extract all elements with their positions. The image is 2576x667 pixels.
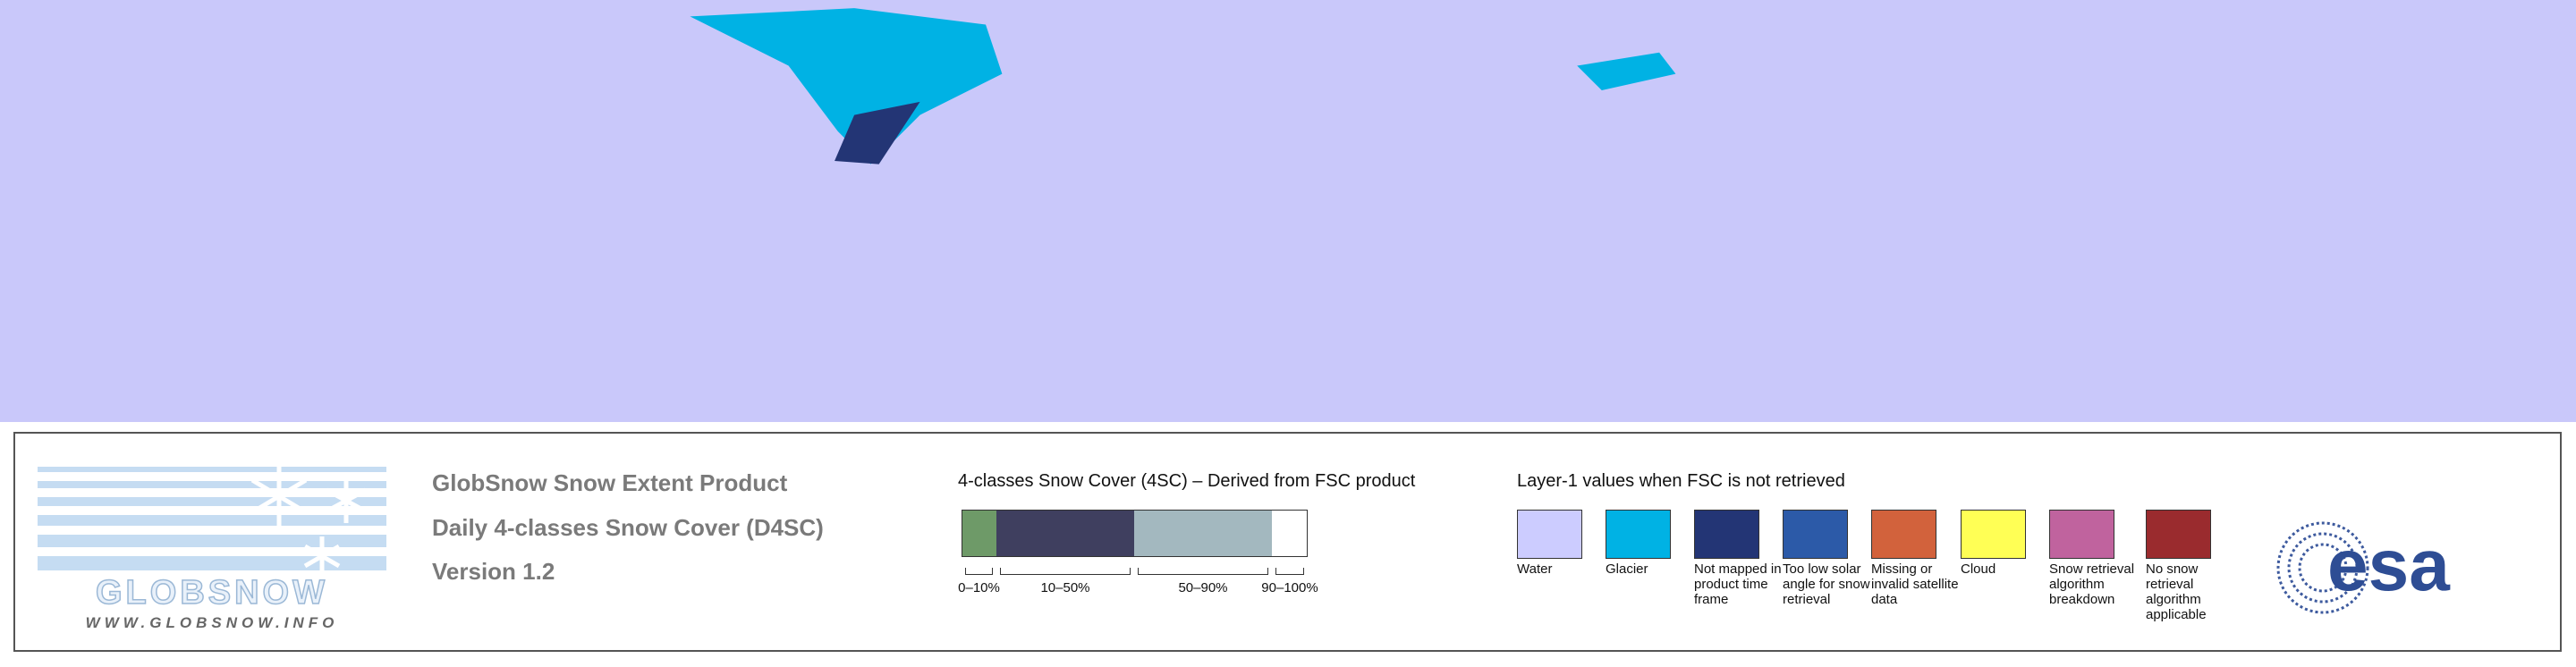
value-label: Missing or invalid satellite data — [1871, 561, 1959, 607]
class-label: 0–10% — [958, 580, 1000, 595]
legend-panel: GLOBSNOW WWW.GLOBSNOW.INFO GlobSnow Snow… — [13, 432, 2562, 652]
not-mapped-area — [835, 101, 920, 165]
logo-stripes — [38, 467, 386, 570]
globsnow-logo: GLOBSNOW WWW.GLOBSNOW.INFO — [38, 465, 386, 631]
product-type: Daily 4-classes Snow Cover (D4SC) — [432, 514, 824, 541]
esa-globe — [2276, 521, 2369, 614]
snowflakes — [250, 465, 368, 576]
esa-wordmark: esa — [2327, 525, 2451, 606]
value-label: Not mapped in product time frame — [1694, 561, 1782, 607]
class-brace — [1000, 568, 1131, 575]
ocean — [0, 0, 2576, 422]
land — [690, 8, 1676, 165]
value-label: No snow retrieval algorithm applicable — [2146, 561, 2207, 622]
product-version: Version 1.2 — [432, 558, 555, 585]
value-swatch — [1961, 510, 2026, 559]
legend-layer1: Layer-1 values when FSC is not retrieved… — [1517, 434, 2322, 648]
value-swatch — [1783, 510, 1848, 559]
class-label: 10–50% — [1040, 580, 1090, 595]
logo-url: WWW.GLOBSNOW.INFO — [86, 614, 339, 631]
value-label: Too low solar angle for snow retrieval — [1783, 561, 1870, 607]
value-label: Cloud — [1961, 561, 1996, 577]
snow-map — [0, 0, 2576, 422]
value-swatch — [1517, 510, 1582, 559]
legend-4sc: 4-classes Snow Cover (4SC) – Derived fro… — [958, 434, 1495, 648]
class-brace — [1138, 568, 1268, 575]
glacier — [1577, 52, 1676, 91]
value-label: Water — [1517, 561, 1553, 577]
class-swatch — [1134, 510, 1272, 557]
class-swatch — [1272, 510, 1308, 557]
value-swatch — [1871, 510, 1936, 559]
class-label: 50–90% — [1178, 580, 1228, 595]
esa-logo: esa — [2276, 521, 2451, 614]
value-swatch — [2049, 510, 2114, 559]
legend-title: Layer-1 values when FSC is not retrieved — [1517, 471, 1845, 491]
class-brace — [1275, 568, 1304, 575]
value-label: Snow retrieval algorithm breakdown — [2049, 561, 2135, 607]
value-swatch — [2146, 510, 2211, 559]
value-swatch — [1694, 510, 1759, 559]
class-swatch — [996, 510, 1134, 557]
class-swatch — [962, 510, 996, 557]
class-label: 90–100% — [1261, 580, 1318, 595]
legend-title: 4-classes Snow Cover (4SC) – Derived fro… — [958, 471, 1416, 491]
value-label: Glacier — [1606, 561, 1648, 577]
product-name: GlobSnow Snow Extent Product — [432, 469, 788, 496]
class-brace — [965, 568, 993, 575]
logo-name: GLOBSNOW — [96, 574, 328, 612]
value-swatch — [1606, 510, 1671, 559]
greenland-glacier — [690, 8, 1003, 165]
